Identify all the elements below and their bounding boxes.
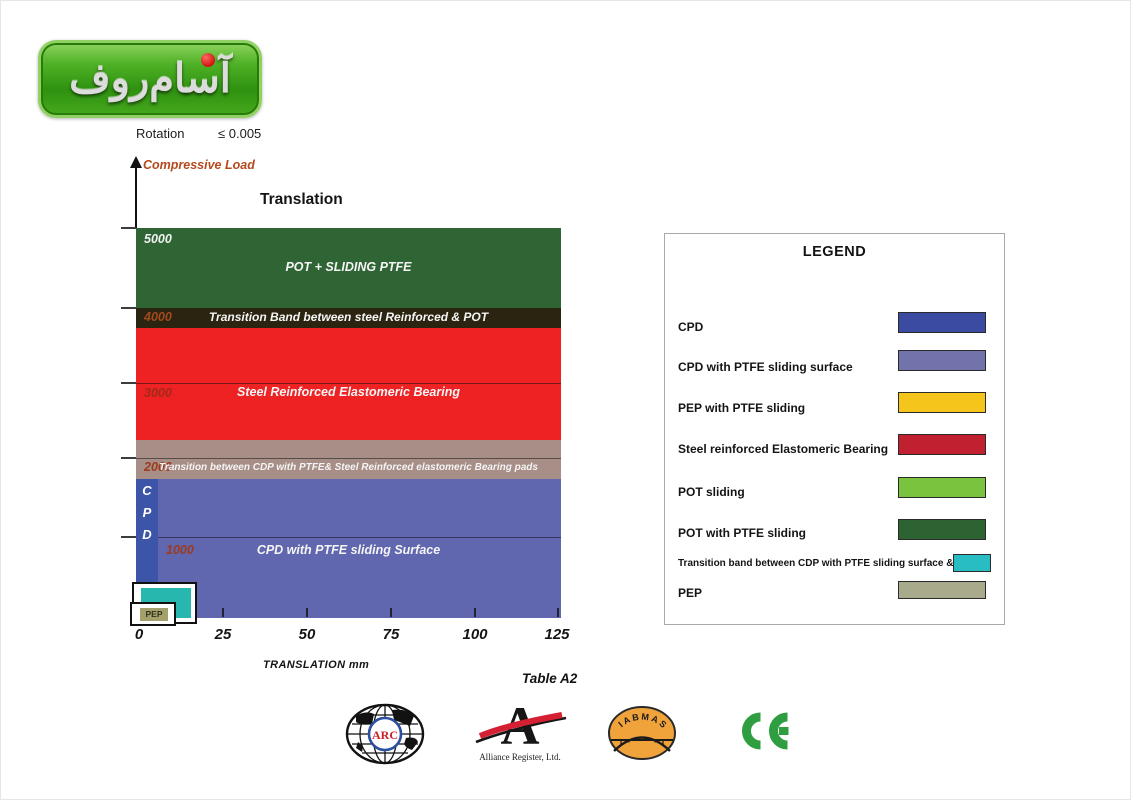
gridline-3000 <box>136 383 561 384</box>
cpd-bar: C P D <box>136 479 158 583</box>
legend-item-label: Transition band between CDP with PTFE sl… <box>678 558 977 569</box>
rotation-label: Rotation <box>136 126 185 141</box>
y-value-4000: 4000 <box>144 310 172 324</box>
legend-swatch-steel-reinforced <box>898 434 986 455</box>
y-tick-2000 <box>121 457 136 459</box>
bearing-selection-chart: 5000 POT + SLIDING PTFE 4000 Transition … <box>121 227 561 626</box>
legend-swatch-pep-ptfe <box>898 392 986 413</box>
band-label: Steel Reinforced Elastomeric Bearing <box>237 385 460 399</box>
band-steel-reinforced: 3000 Steel Reinforced Elastomeric Bearin… <box>136 328 561 440</box>
y-tick-5000 <box>121 227 136 229</box>
x-tick-25 <box>222 608 224 617</box>
band-pot-sliding-ptfe: 5000 POT + SLIDING PTFE <box>136 228 561 308</box>
legend-item-label: CPD with PTFE sliding surface <box>678 360 853 374</box>
band-cpd-ptfe-sliding: 1000 CPD with PTFE sliding Surface <box>136 479 561 618</box>
cpd-letter: C <box>142 483 152 498</box>
alliance-register-logo: A Alliance Register, Ltd. <box>475 696 567 762</box>
pep-swatch: PEP <box>140 608 168 621</box>
band-transition-cdp-steel: 2000 Transition between CDP with PTFE& S… <box>136 440 561 479</box>
gridline-2000 <box>136 458 561 459</box>
y-value-5000: 5000 <box>144 232 172 246</box>
ce-mark-logo <box>742 712 789 750</box>
y-tick-3000 <box>121 382 136 384</box>
y-value-2000: 2000 <box>144 460 172 474</box>
y-tick-1000 <box>121 536 136 538</box>
x-label-75: 75 <box>382 626 400 643</box>
x-tick-50 <box>306 608 308 617</box>
cpd-letter: P <box>142 505 152 520</box>
pep-box: PEP <box>130 602 176 626</box>
alliance-logo-caption: Alliance Register, Ltd. <box>479 752 561 762</box>
band-label: Transition Band between steel Reinforced… <box>208 310 489 324</box>
y-axis-line <box>135 168 137 228</box>
x-label-125: 125 <box>544 626 570 643</box>
band-label: Transition between CDP with PTFE& Steel … <box>159 462 538 473</box>
rotation-value: ≤ 0.005 <box>218 126 262 141</box>
arc-globe-logo: ARC <box>345 703 425 765</box>
legend-item-label: Steel reinforced Elastomeric Bearing <box>678 442 889 456</box>
table-caption: Table A2 <box>522 671 578 686</box>
y-value-3000: 3000 <box>144 386 172 400</box>
legend-swatch-transition-teal <box>953 554 991 572</box>
brand-logo: آسام‌روف <box>38 40 262 118</box>
arc-logo-text: ARC <box>372 728 398 742</box>
legend-swatch-pep <box>898 581 986 599</box>
legend-item-label: POT with PTFE sliding <box>678 526 806 540</box>
x-label-100: 100 <box>462 626 488 643</box>
legend-swatch-cpd <box>898 312 986 333</box>
x-tick-100 <box>474 608 476 617</box>
band-label: CPD with PTFE sliding Surface <box>256 543 441 557</box>
x-label-25: 25 <box>214 626 232 643</box>
brand-red-dot-icon <box>201 53 215 67</box>
y-axis-arrow-icon <box>130 156 142 168</box>
gridline-1000 <box>136 537 561 538</box>
y-tick-4000 <box>121 307 136 309</box>
x-label-0: 0 <box>134 626 144 643</box>
cpd-letter: D <box>142 527 152 542</box>
x-tick-125 <box>557 608 559 617</box>
band-label: POT + SLIDING PTFE <box>285 260 412 274</box>
legend-item-label: CPD <box>678 320 704 334</box>
legend-swatch-pot-sliding <box>898 477 986 498</box>
legend-title: LEGEND <box>802 244 867 260</box>
band-transition-steel-pot: 4000 Transition Band between steel Reinf… <box>136 308 561 328</box>
x-label-50: 50 <box>298 626 316 643</box>
y-value-1000: 1000 <box>166 543 194 557</box>
legend-item-label: POT sliding <box>678 485 745 499</box>
legend-swatch-cpd-ptfe <box>898 350 986 371</box>
y-axis-title: Compressive Load <box>143 158 255 172</box>
legend-swatch-pot-ptfe <box>898 519 986 540</box>
legend-box: LEGEND CPD CPD with PTFE sliding surface… <box>664 233 1005 625</box>
chart-title: Translation <box>260 191 343 208</box>
iabmas-logo: IABMAS <box>608 706 676 760</box>
legend-item-label: PEP with PTFE sliding <box>678 401 806 415</box>
legend-item-label: PEP <box>678 586 703 600</box>
x-axis-title: TRANSLATION mm <box>263 659 370 671</box>
x-tick-75 <box>390 608 392 617</box>
